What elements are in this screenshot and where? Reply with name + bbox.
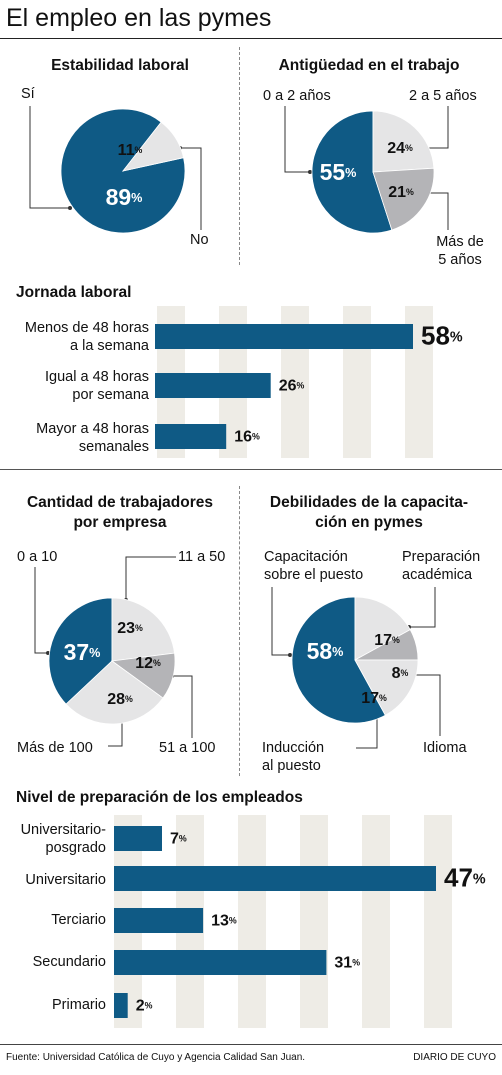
pie-slice-label: 12% (135, 655, 161, 672)
nivel-label-4: Secundario (32, 954, 106, 970)
nivel-label-1b: posgrado (45, 840, 106, 856)
pie-slice (372, 110, 435, 173)
pie3-label-11a50: 11 a 50 (178, 549, 226, 565)
jornada-title: Jornada laboral (16, 284, 132, 301)
pie-slice (372, 167, 435, 231)
pie-slice (354, 659, 419, 716)
pie-slice (48, 597, 113, 705)
pie-slice (65, 660, 164, 725)
pie4-label-cap1: Capacitación (264, 549, 348, 565)
bar (155, 424, 227, 449)
pie4-label-cap2: sobre el puesto (264, 567, 364, 583)
nivel-label-1a: Universitario- (20, 822, 106, 838)
pie-slice-label: 55% (320, 159, 357, 185)
bar (114, 993, 128, 1018)
pie3-label-51a100: 51 a 100 (159, 740, 216, 756)
jornada-label-2b: por semana (72, 387, 149, 403)
bar-value-label: 47% (444, 862, 486, 892)
bar-value-label: 16% (234, 429, 260, 446)
bar-value-label: 31% (334, 955, 360, 972)
pie-slice (354, 596, 411, 661)
bar-value-label: 58% (421, 320, 463, 350)
pie4-label-prep2: académica (402, 567, 473, 583)
pie-slice (111, 597, 175, 662)
pie2-label-mas-de: Más de (436, 234, 484, 250)
title-rule (0, 38, 502, 39)
pie4-label-prep1: Preparación (402, 549, 481, 565)
background-band (238, 815, 266, 1028)
nivel-title: Nivel de preparación de los empleados (16, 789, 303, 806)
pie-slice-label: 58% (307, 638, 344, 664)
pie4-label-ind2: al puesto (262, 758, 321, 774)
nivel-label-5: Primario (52, 997, 106, 1013)
pie4-title-line2: ción en pymes (315, 514, 423, 531)
jornada-label-3a: Mayor a 48 horas (36, 421, 149, 437)
footer-rule (0, 1044, 502, 1045)
bar (114, 908, 204, 933)
page-title: El empleo en las pymes (6, 4, 272, 32)
separator-middle (239, 486, 240, 776)
pie2-label-2a5: 2 a 5 años (409, 88, 477, 104)
footer-source: Fuente: Universidad Católica de Cuyo y A… (6, 1052, 306, 1063)
nivel-label-3: Terciario (51, 912, 106, 928)
pie-slice-label: 21% (388, 184, 414, 201)
pie4-title-line1: Debilidades de la capacita- (269, 494, 469, 511)
bar-value-label: 13% (211, 913, 237, 930)
pie-slice (291, 596, 386, 724)
pie4-label-idioma: Idioma (423, 740, 467, 756)
footer-brand: DIARIO DE CUYO (413, 1052, 496, 1063)
bar (155, 373, 271, 398)
pie4-label-ind1: Inducción (262, 740, 325, 756)
pie-slice-label: 17% (374, 632, 400, 649)
pie-slice-label: 8% (392, 665, 409, 682)
pie-slice-label: 17% (361, 690, 387, 707)
bar-value-label: 7% (170, 831, 187, 848)
jornada-label-2a: Igual a 48 horas (45, 369, 149, 385)
background-band (362, 815, 390, 1028)
pie-slice-label: 28% (107, 691, 133, 708)
pie3-label-mas100: Más de 100 (17, 740, 93, 756)
bar (114, 826, 162, 851)
bar (155, 324, 413, 349)
bar-value-label: 26% (279, 378, 305, 395)
pie3-title-line1: Cantidad de trabajadores (26, 494, 214, 511)
pie1-title: Estabilidad laboral (51, 57, 189, 74)
pie2-title: Antigüedad en el trabajo (278, 57, 460, 74)
jornada-label-3b: semanales (78, 439, 149, 455)
pie1-label-no: No (190, 232, 209, 248)
nivel-label-2: Universitario (25, 872, 106, 888)
jornada-label-1b: a la semana (70, 338, 149, 354)
bar (114, 866, 436, 891)
pie3-label-0a10: 0 a 10 (17, 549, 58, 565)
pie-slice-label: 89% (106, 184, 143, 210)
rule-jornada-bottom (0, 469, 502, 470)
pie3-title-line2: por empresa (73, 514, 167, 531)
bar-value-label: 2% (136, 998, 153, 1015)
pie-slice (311, 110, 393, 234)
pie2-label-5-anos: 5 años (438, 252, 482, 268)
pie-slice-label: 11% (118, 142, 143, 159)
pie1-label-si: Sí (21, 86, 35, 102)
pie-slice-label: 23% (117, 620, 143, 637)
separator-top (239, 47, 240, 265)
pie-slice-label: 24% (387, 140, 413, 157)
jornada-label-1a: Menos de 48 horas (24, 320, 149, 336)
background-band (300, 815, 328, 1028)
background-band (424, 815, 452, 1028)
pie-slice-label: 37% (64, 639, 101, 665)
pie2-label-0a2: 0 a 2 años (263, 88, 331, 104)
bar (114, 950, 327, 975)
pie-slice (122, 121, 185, 172)
